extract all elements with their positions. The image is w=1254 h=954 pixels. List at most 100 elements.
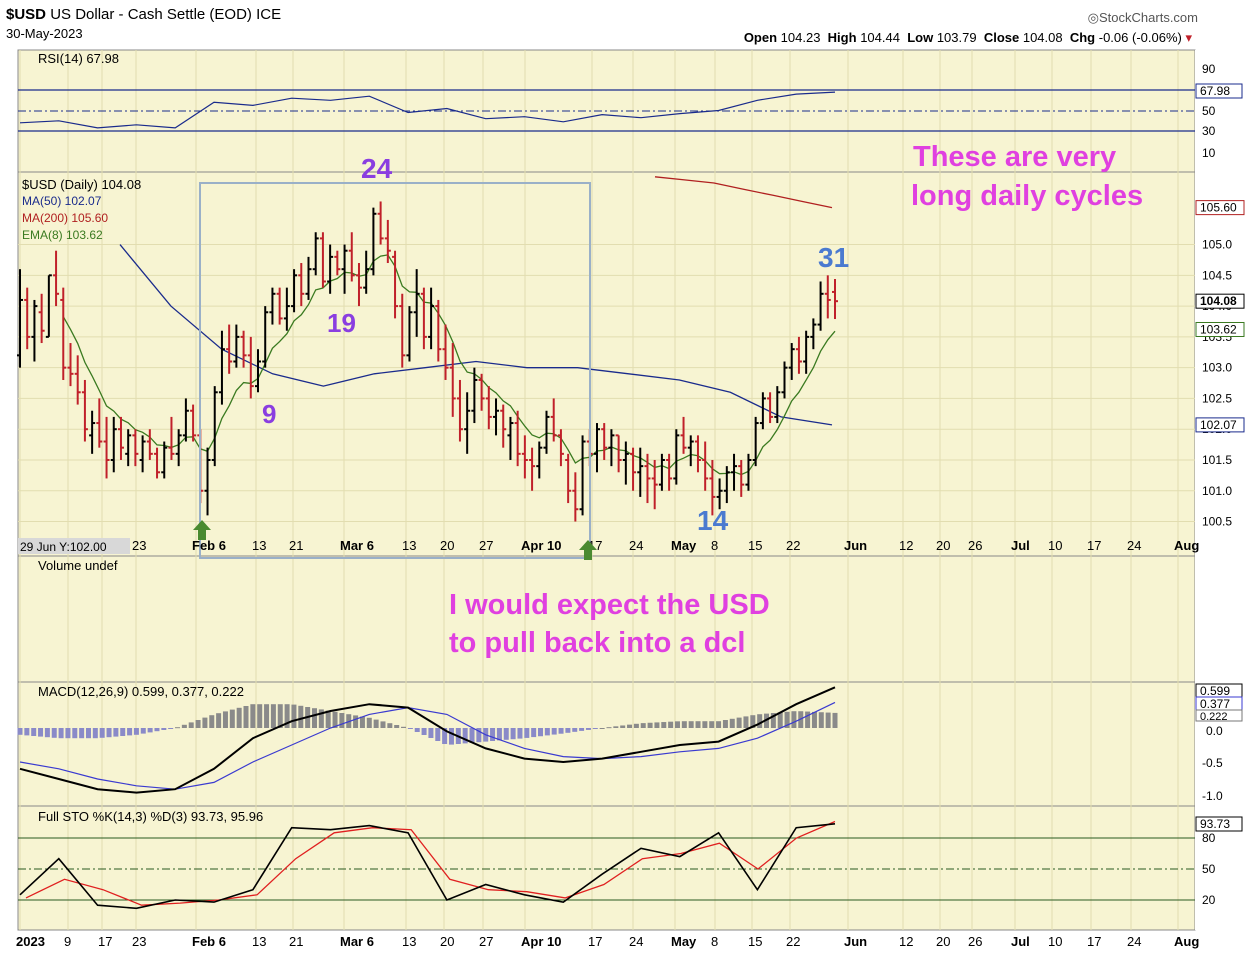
- macd-hist-bar: [298, 705, 304, 728]
- macd-hist-bar: [551, 728, 557, 735]
- ohlc-bar: [687, 435, 694, 467]
- macd-tag-2: 0.377: [1200, 697, 1230, 711]
- ohlc-bar: [673, 429, 680, 485]
- x-tick-label: 10: [1048, 538, 1062, 553]
- macd-hist-bar: [736, 717, 742, 728]
- macd-hist-bar: [353, 715, 359, 728]
- ohlc-bar: [168, 416, 175, 460]
- price-tag-text: 105.60: [1200, 201, 1237, 215]
- x-tick-label: 22: [786, 934, 800, 949]
- x-tick-label: Feb 6: [192, 538, 226, 553]
- ohlc-bar: [478, 373, 485, 411]
- vertical-gridlines: [19, 50, 1179, 930]
- legend-ma50: MA(50) 102.07: [22, 194, 102, 208]
- volume-title: Volume undef: [38, 558, 118, 573]
- brand-name: StockCharts.com: [1099, 10, 1198, 25]
- macd-hist-bar: [277, 704, 283, 728]
- macd-hist-bar: [476, 728, 482, 743]
- ohlc-bar: [832, 279, 838, 320]
- ohlc-bar: [233, 324, 240, 368]
- cycle-label-9: 9: [262, 399, 276, 429]
- macd-hist-bar: [661, 722, 667, 728]
- x-tick-label: 20: [440, 934, 454, 949]
- macd-hist-bar: [435, 728, 441, 741]
- macd-hist-bar: [243, 706, 249, 728]
- price-tag-box: [1195, 417, 1245, 433]
- ohlc-bar: [182, 398, 189, 442]
- ohlc-bar: [226, 324, 233, 374]
- chg-value: -0.06 (-0.06%): [1098, 30, 1182, 45]
- sto-tick-50: 50: [1202, 862, 1216, 876]
- macd-hist-bar: [51, 728, 57, 738]
- ohlc-bar: [543, 410, 550, 454]
- macd-hist-bar: [147, 728, 153, 733]
- macd-hist-bar: [627, 724, 633, 728]
- chart-date: 30-May-2023: [6, 26, 83, 41]
- macd-hist-bar: [702, 721, 708, 728]
- note-top-line1: These are very: [913, 141, 1116, 173]
- macd-tag-3: 0.222: [1200, 711, 1228, 723]
- ohlc-bar: [731, 453, 738, 491]
- macd-hist-bar: [544, 728, 550, 736]
- note-mid-line1: I would expect the USD: [449, 589, 770, 621]
- macd-hist-bar: [359, 716, 365, 728]
- ohlc-bar: [767, 392, 774, 424]
- ohlc-bar: [175, 429, 182, 467]
- macd-hist-bar: [65, 728, 71, 739]
- macd-hist-bar: [538, 728, 544, 737]
- macd-tag-1: 0.599: [1200, 684, 1230, 698]
- x-tick-label: 8: [711, 934, 718, 949]
- ohlc-bar: [428, 287, 435, 350]
- x-tick-label: 23: [132, 934, 146, 949]
- macd-hist-bar: [791, 711, 797, 728]
- price-tag-text: 103.62: [1200, 322, 1237, 336]
- ohlc-bar: [593, 423, 600, 473]
- macd-hist-bar: [448, 728, 454, 745]
- macd-hist-bar: [99, 728, 105, 738]
- macd-hist-bar: [579, 728, 585, 731]
- macd-hist-bar: [585, 728, 591, 730]
- macd-hist-bar: [339, 713, 345, 728]
- x-tick-label: 27: [479, 934, 493, 949]
- x-tick-label: 8: [711, 538, 718, 553]
- macd-hist-bar: [709, 721, 715, 728]
- x-tick-label: 17: [1087, 934, 1101, 949]
- macd-hist-bar: [784, 711, 790, 728]
- macd-hist-bar: [79, 728, 85, 739]
- x-tick-label: 26: [968, 538, 982, 553]
- macd-title: MACD(12,26,9) 0.599, 0.377, 0.222: [38, 684, 244, 699]
- ohlc-bar: [363, 250, 370, 294]
- x-tick-label: 22: [786, 538, 800, 553]
- macd-line: [19, 686, 836, 794]
- price-y-ticks: 105.0104.5104.0103.5103.0102.5102.0101.5…: [18, 238, 1232, 529]
- macd-hist-bar: [592, 728, 598, 729]
- ohlc-bar: [218, 330, 225, 405]
- macd-hist-bar: [291, 704, 297, 728]
- note-mid-line2: to pull back into a dcl: [449, 627, 745, 659]
- ohlc-bar: [161, 441, 168, 479]
- macd-hist-bar: [524, 728, 530, 738]
- ohlc-bar: [190, 404, 197, 442]
- low-value: 103.79: [936, 30, 977, 45]
- macd-panel-bg: [17, 681, 1196, 807]
- x-tick-label: Apr 10: [521, 934, 561, 949]
- crosshair-label-bg: [18, 538, 130, 554]
- annotations: 24 19 9 31 14 These are very long daily …: [262, 141, 1143, 659]
- macd-hist-bar: [284, 704, 290, 728]
- ohlc-bar: [348, 232, 355, 282]
- ohlc-bar: [666, 453, 673, 491]
- ohlc-bar: [276, 287, 283, 325]
- ma50-line: [119, 244, 833, 426]
- x-tick-label: Jun: [844, 538, 867, 553]
- macd-hist-bar: [394, 725, 400, 728]
- macd-hist-bar: [407, 728, 413, 729]
- x-tick-label: 20: [936, 934, 950, 949]
- ohlc-bar: [723, 466, 730, 504]
- x-tick-label: 13: [402, 934, 416, 949]
- ohlc-bar: [565, 453, 572, 504]
- macd-hist-bar: [674, 721, 680, 728]
- x-tick-label: Jul: [1011, 934, 1030, 949]
- ohlc-bar: [464, 392, 471, 454]
- macd-hist-bar: [633, 723, 639, 728]
- instrument-name: US Dollar - Cash Settle (EOD): [50, 6, 252, 23]
